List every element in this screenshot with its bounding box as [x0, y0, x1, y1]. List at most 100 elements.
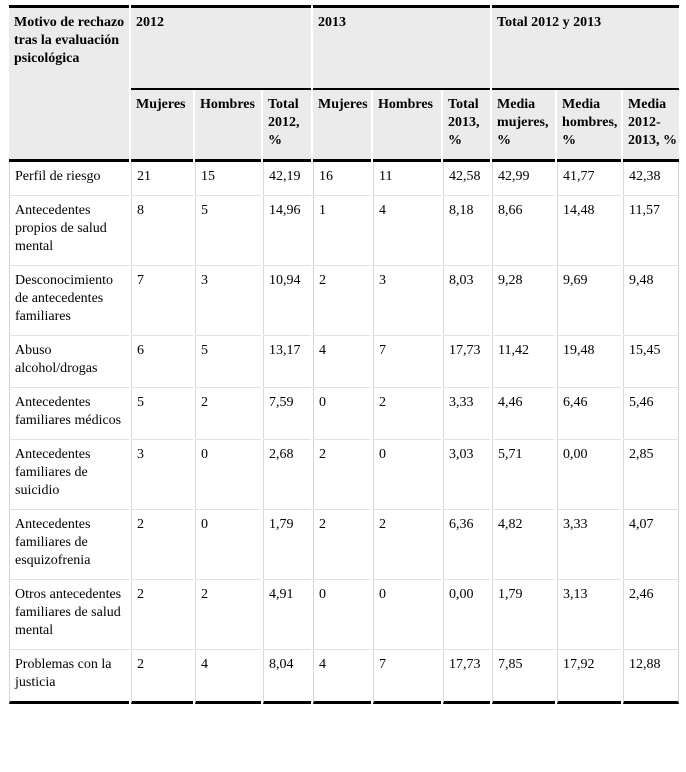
- value-cell: 2: [131, 510, 193, 580]
- value-cell: 14,48: [557, 196, 622, 266]
- row-label: Otros antecedentes familiares de salud m…: [9, 580, 129, 650]
- value-cell: 2: [373, 388, 442, 440]
- value-cell: 8,18: [443, 196, 491, 266]
- value-cell: 5: [131, 388, 193, 440]
- table-body: Perfil de riesgo 21 15 42,19 16 11 42,58 42,99 4…: [9, 162, 680, 704]
- value-cell: 5: [195, 196, 261, 266]
- value-cell: 2: [131, 650, 193, 704]
- value-cell: 7,59: [263, 388, 312, 440]
- value-cell: 15: [195, 162, 261, 196]
- value-cell: 0: [373, 580, 442, 650]
- column-header-motivo: Motivo de rechazo tras la evaluación psi…: [9, 5, 129, 162]
- rejection-reasons-table: Motivo de rechazo tras la evaluación psi…: [7, 5, 681, 704]
- value-cell: 16: [313, 162, 372, 196]
- value-cell: 4,46: [492, 388, 556, 440]
- group-header-row: Motivo de rechazo tras la evaluación psi…: [9, 5, 680, 162]
- value-cell: 2: [195, 580, 261, 650]
- value-cell: 0: [195, 440, 261, 510]
- row-label: Antecedentes familiares de esquizofrenia: [9, 510, 129, 580]
- value-cell: 7,85: [492, 650, 556, 704]
- value-cell: 2,85: [623, 440, 680, 510]
- value-cell: 10,94: [263, 266, 312, 336]
- value-cell: 4: [313, 650, 372, 704]
- column-header-hombres-2012: Hombres: [195, 90, 261, 162]
- value-cell: 6,46: [557, 388, 622, 440]
- value-cell: 5: [195, 336, 261, 388]
- row-label: Antecedentes familiares de suicidio: [9, 440, 129, 510]
- value-cell: 0: [195, 510, 261, 580]
- value-cell: 0,00: [557, 440, 622, 510]
- value-cell: 2: [131, 580, 193, 650]
- value-cell: 7: [373, 336, 442, 388]
- value-cell: 8,03: [443, 266, 491, 336]
- column-header-mujeres-2012: Mujeres: [131, 90, 193, 162]
- table-row: Antecedentes familiares de esquizofrenia…: [9, 510, 680, 580]
- value-cell: 7: [373, 650, 442, 704]
- value-cell: 8,04: [263, 650, 312, 704]
- value-cell: 13,17: [263, 336, 312, 388]
- value-cell: 2: [313, 440, 372, 510]
- value-cell: 11,57: [623, 196, 680, 266]
- value-cell: 4: [313, 336, 372, 388]
- value-cell: 12,88: [623, 650, 680, 704]
- value-cell: 21: [131, 162, 193, 196]
- value-cell: 4,82: [492, 510, 556, 580]
- value-cell: 2: [313, 510, 372, 580]
- value-cell: 0: [313, 388, 372, 440]
- sub-header-row: Mujeres Hombres Total 2012, % Mujeres Ho…: [9, 90, 680, 162]
- group-header-2012: 2012: [131, 5, 312, 90]
- table-row: Desconocimiento de antecedentes familiar…: [9, 266, 680, 336]
- table-row: Abuso alcohol/drogas 6 5 13,17 4 7 17,73 11,42 1…: [9, 336, 680, 388]
- value-cell: 3,13: [557, 580, 622, 650]
- value-cell: 2: [373, 510, 442, 580]
- table-row: Problemas con la justicia 2 4 8,04 4 7 17,73 7,…: [9, 650, 680, 704]
- column-header-media-hombres: Media hombres, %: [557, 90, 622, 162]
- table-row: Perfil de riesgo 21 15 42,19 16 11 42,58 42,99 4…: [9, 162, 680, 196]
- column-header-media-mujeres: Media mujeres, %: [492, 90, 556, 162]
- value-cell: 9,69: [557, 266, 622, 336]
- value-cell: 5,71: [492, 440, 556, 510]
- row-label: Problemas con la justicia: [9, 650, 129, 704]
- column-header-hombres-2013: Hombres: [373, 90, 442, 162]
- row-label: Perfil de riesgo: [9, 162, 129, 196]
- group-header-2013: 2013: [313, 5, 491, 90]
- value-cell: 3: [131, 440, 193, 510]
- value-cell: 8,66: [492, 196, 556, 266]
- value-cell: 1,79: [492, 580, 556, 650]
- group-header-total: Total 2012 y 2013: [492, 5, 680, 90]
- value-cell: 42,99: [492, 162, 556, 196]
- value-cell: 17,73: [443, 336, 491, 388]
- table-header: Motivo de rechazo tras la evaluación psi…: [9, 5, 680, 162]
- value-cell: 4,07: [623, 510, 680, 580]
- value-cell: 17,73: [443, 650, 491, 704]
- row-label: Desconocimiento de antecedentes familiar…: [9, 266, 129, 336]
- value-cell: 42,19: [263, 162, 312, 196]
- value-cell: 42,38: [623, 162, 680, 196]
- value-cell: 0,00: [443, 580, 491, 650]
- value-cell: 6,36: [443, 510, 491, 580]
- value-cell: 11,42: [492, 336, 556, 388]
- column-header-media-total: Media 2012-2013, %: [623, 90, 680, 162]
- value-cell: 3: [373, 266, 442, 336]
- table-row: Antecedentes familiares médicos 5 2 7,59 0 2 3…: [9, 388, 680, 440]
- value-cell: 5,46: [623, 388, 680, 440]
- value-cell: 8: [131, 196, 193, 266]
- value-cell: 11: [373, 162, 442, 196]
- value-cell: 14,96: [263, 196, 312, 266]
- value-cell: 2,46: [623, 580, 680, 650]
- value-cell: 3,33: [443, 388, 491, 440]
- row-label: Abuso alcohol/drogas: [9, 336, 129, 388]
- value-cell: 3: [195, 266, 261, 336]
- value-cell: 6: [131, 336, 193, 388]
- value-cell: 0: [313, 580, 372, 650]
- value-cell: 7: [131, 266, 193, 336]
- row-label: Antecedentes familiares médicos: [9, 388, 129, 440]
- value-cell: 4: [195, 650, 261, 704]
- table-row: Antecedentes propios de salud mental 8 5 14…: [9, 196, 680, 266]
- value-cell: 4: [373, 196, 442, 266]
- value-cell: 15,45: [623, 336, 680, 388]
- row-label: Antecedentes propios de salud mental: [9, 196, 129, 266]
- value-cell: 2: [195, 388, 261, 440]
- value-cell: 4,91: [263, 580, 312, 650]
